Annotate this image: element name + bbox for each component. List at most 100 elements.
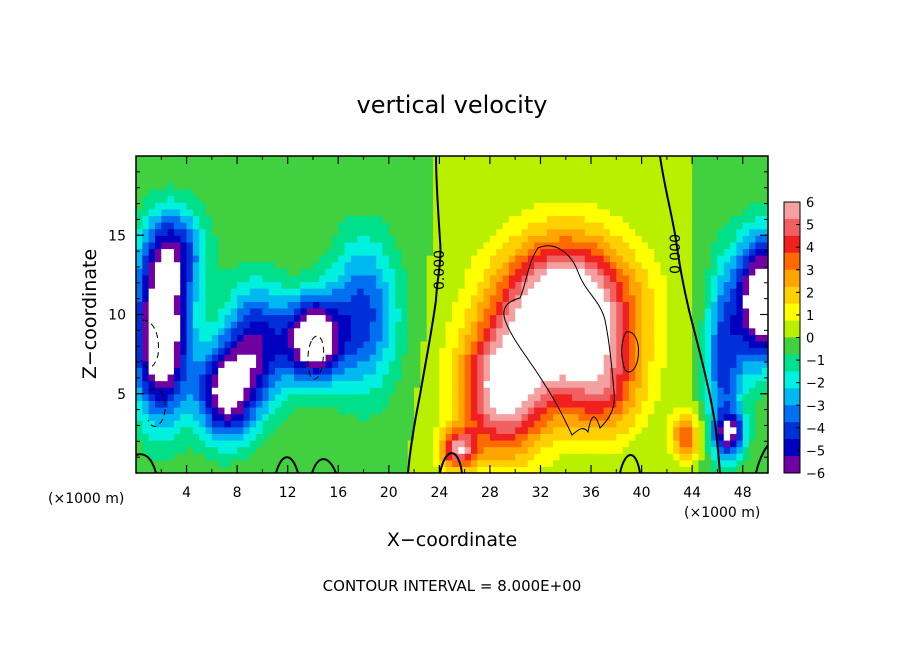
heatmap-cell — [628, 215, 636, 223]
heatmap-cell — [331, 182, 339, 190]
heatmap-cell — [704, 400, 712, 408]
heatmap-cell — [704, 182, 712, 190]
heatmap-cell — [357, 301, 365, 309]
heatmap-cell — [205, 248, 213, 256]
heatmap-cell — [294, 175, 301, 184]
heatmap-cell — [616, 294, 624, 302]
heatmap-cell — [692, 314, 700, 322]
heatmap-cell — [521, 274, 529, 283]
heatmap-cell — [742, 215, 750, 223]
heatmap-cell — [205, 182, 213, 190]
heatmap-cell — [306, 268, 314, 276]
heatmap-cell — [458, 288, 466, 296]
heatmap-cell — [578, 248, 586, 256]
heatmap-cell — [508, 162, 516, 170]
heatmap-cell — [464, 235, 472, 243]
heatmap-cell — [603, 307, 611, 316]
heatmap-cell — [376, 307, 384, 316]
heatmap-cell — [148, 413, 156, 421]
heatmap-cell — [426, 288, 434, 296]
heatmap-cell — [369, 294, 377, 302]
heatmap-cell — [148, 241, 156, 250]
heatmap-cell — [502, 281, 510, 289]
heatmap-cell — [553, 453, 561, 461]
heatmap-cell — [136, 327, 143, 335]
heatmap-cell — [565, 175, 573, 184]
heatmap-cell — [603, 393, 611, 401]
heatmap-cell — [363, 426, 371, 434]
heatmap-cell — [610, 433, 617, 441]
heatmap-cell — [654, 400, 662, 408]
heatmap-cell — [275, 248, 282, 256]
heatmap-cell — [420, 222, 428, 230]
heatmap-cell — [559, 314, 567, 322]
heatmap-cell — [388, 413, 396, 421]
heatmap-cell — [591, 380, 598, 388]
heatmap-cell — [186, 406, 194, 415]
heatmap-cell — [439, 169, 447, 177]
heatmap-cell — [439, 208, 447, 217]
heatmap-cell — [749, 307, 756, 316]
heatmap-cell — [237, 380, 245, 388]
heatmap-cell — [546, 420, 554, 428]
heatmap-cell — [610, 426, 617, 434]
heatmap-cell — [142, 446, 150, 454]
heatmap-cell — [761, 222, 768, 230]
heatmap-cell — [287, 182, 295, 190]
heatmap-cell — [521, 393, 529, 401]
heatmap-cell — [641, 228, 649, 236]
heatmap-cell — [331, 380, 339, 388]
heatmap-cell — [192, 215, 200, 223]
heatmap-cell — [508, 307, 516, 316]
heatmap-cell — [666, 235, 674, 243]
heatmap-cell — [161, 307, 169, 316]
heatmap-cell — [685, 400, 693, 408]
heatmap-cell — [275, 294, 282, 302]
heatmap-cell — [319, 202, 327, 210]
heatmap-cell — [426, 156, 434, 164]
heatmap-cell — [211, 439, 219, 448]
heatmap-cell — [723, 347, 731, 355]
heatmap-cell — [350, 241, 358, 250]
heatmap-cell — [312, 228, 320, 236]
heatmap-cell — [565, 373, 573, 382]
heatmap-cell — [142, 156, 150, 164]
heatmap-cell — [154, 189, 162, 197]
heatmap-cell — [489, 446, 497, 454]
heatmap-cell — [211, 156, 219, 164]
heatmap-cell — [205, 261, 213, 269]
heatmap-cell — [154, 453, 162, 461]
heatmap-cell — [230, 373, 238, 382]
heatmap-cell — [224, 420, 232, 428]
heatmap-cell — [470, 314, 478, 322]
heatmap-cell — [704, 433, 712, 441]
heatmap-cell — [534, 453, 542, 461]
heatmap-cell — [262, 288, 270, 296]
heatmap-cell — [344, 162, 352, 170]
heatmap-cell — [679, 453, 687, 461]
heatmap-cell — [755, 347, 763, 355]
heatmap-cell — [559, 453, 567, 461]
heatmap-cell — [161, 321, 169, 329]
heatmap-cell — [477, 433, 485, 441]
heatmap-cell — [673, 281, 681, 289]
heatmap-cell — [211, 459, 219, 467]
heatmap-cell — [692, 373, 700, 382]
heatmap-cell — [464, 255, 472, 263]
heatmap-cell — [502, 393, 510, 401]
heatmap-cell — [679, 301, 687, 309]
heatmap-cell — [723, 354, 731, 362]
heatmap-cell — [363, 413, 371, 421]
heatmap-cell — [458, 334, 466, 342]
heatmap-cell — [540, 162, 548, 170]
heatmap-cell — [268, 208, 276, 217]
heatmap-cell — [572, 175, 579, 184]
heatmap-cell — [287, 301, 295, 309]
heatmap-cell — [749, 400, 756, 408]
heatmap-cell — [647, 367, 655, 375]
heatmap-cell — [300, 406, 308, 415]
heatmap-cell — [262, 373, 270, 382]
heatmap-cell — [698, 373, 706, 382]
heatmap-cell — [154, 301, 162, 309]
heatmap-cell — [142, 340, 150, 349]
